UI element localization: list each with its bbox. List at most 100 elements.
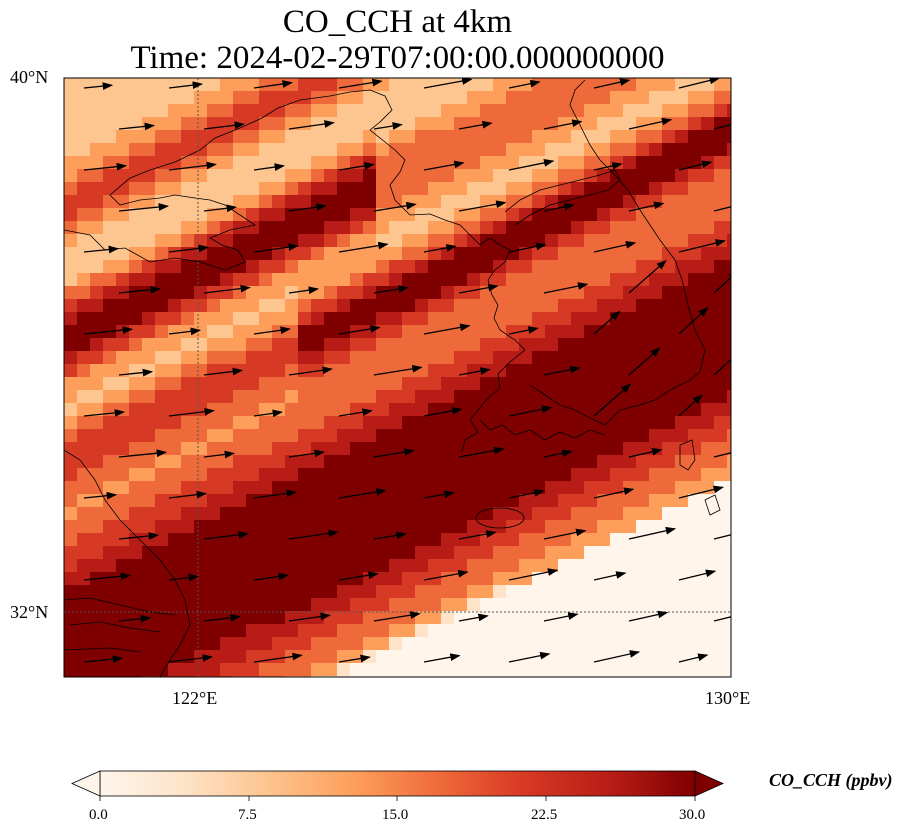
field-cell [649, 663, 663, 677]
field-cell [298, 234, 312, 248]
field-cell [727, 377, 731, 391]
field-cell [220, 663, 234, 677]
field-cell [688, 585, 702, 599]
field-cell [688, 104, 702, 118]
field-cell [142, 676, 156, 677]
field-cell [480, 247, 494, 261]
field-cell [363, 455, 377, 469]
field-cell [415, 455, 429, 469]
field-cell [727, 416, 731, 430]
field-cell [64, 676, 78, 677]
field-cell [77, 481, 91, 495]
field-cell [701, 546, 715, 560]
field-cell [207, 442, 221, 456]
field-cell [155, 390, 169, 404]
field-cell [272, 260, 286, 274]
field-cell [558, 481, 572, 495]
field-cell [324, 533, 338, 547]
field-cell [714, 325, 728, 339]
field-cell [662, 416, 676, 430]
field-cell [168, 429, 182, 443]
field-cell [324, 377, 338, 391]
wind-arrow [543, 612, 579, 622]
field-cell [233, 234, 247, 248]
field-cell [649, 559, 663, 573]
field-cell [623, 143, 637, 157]
field-cell [441, 520, 455, 534]
wind-arrow [508, 159, 555, 171]
field-cell [259, 429, 273, 443]
field-cell [285, 533, 299, 547]
field-cell [584, 143, 598, 157]
field-cell [272, 650, 286, 664]
field-cell [64, 338, 78, 352]
field-cell [727, 546, 731, 560]
field-cell [623, 156, 637, 170]
field-cell [194, 364, 208, 378]
field-cell [103, 455, 117, 469]
field-cell [480, 624, 494, 638]
field-cell [363, 221, 377, 235]
wind-arrow [118, 614, 152, 623]
field-cell [532, 364, 546, 378]
field-cell [402, 416, 416, 430]
field-cell [116, 143, 130, 157]
field-cell [662, 130, 676, 144]
field-cell [558, 468, 572, 482]
field-cell [727, 429, 731, 443]
field-cell [155, 286, 169, 300]
field-cell [636, 104, 650, 118]
field-cell [558, 208, 572, 222]
field-cell [168, 533, 182, 547]
field-cell [493, 130, 507, 144]
field-cell [649, 130, 663, 144]
field-cell [441, 442, 455, 456]
field-cell [493, 351, 507, 365]
field-cell [207, 286, 221, 300]
field-cell [623, 520, 637, 534]
field-cell [298, 208, 312, 222]
field-cell [324, 429, 338, 443]
field-cell [519, 104, 533, 118]
field-cell [519, 624, 533, 638]
field-cell [155, 611, 169, 625]
field-cell [415, 572, 429, 586]
wind-arrow [168, 654, 213, 663]
field-cell [727, 624, 731, 638]
field-cell [142, 572, 156, 586]
wind-arrow [118, 285, 162, 294]
field-cell [116, 299, 130, 313]
field-cell [168, 325, 182, 339]
field-cell [714, 377, 728, 391]
field-cell [480, 598, 494, 612]
field-cell [181, 143, 195, 157]
field-cell [662, 117, 676, 131]
field-cell [441, 429, 455, 443]
field-cell [454, 312, 468, 326]
field-cell [90, 416, 104, 430]
field-cell [623, 663, 637, 677]
field-cell [90, 286, 104, 300]
field-cell [311, 273, 325, 287]
field-cell [350, 507, 364, 521]
field-cell [506, 299, 520, 313]
field-cell [402, 156, 416, 170]
field-cell [168, 546, 182, 560]
field-cell [194, 286, 208, 300]
field-cell [285, 169, 299, 183]
field-cell [701, 299, 715, 313]
field-cell [64, 611, 78, 625]
field-cell [142, 182, 156, 196]
field-cell [324, 507, 338, 521]
field-cell [714, 611, 728, 625]
field-cell [64, 559, 78, 573]
field-cell [480, 650, 494, 664]
field-cell [597, 663, 611, 677]
field-cell [246, 416, 260, 430]
field-cell [558, 455, 572, 469]
field-cell [103, 598, 117, 612]
wind-arrow [593, 571, 627, 581]
field-cell [168, 312, 182, 326]
field-cell [545, 195, 559, 209]
field-cell [467, 195, 481, 209]
